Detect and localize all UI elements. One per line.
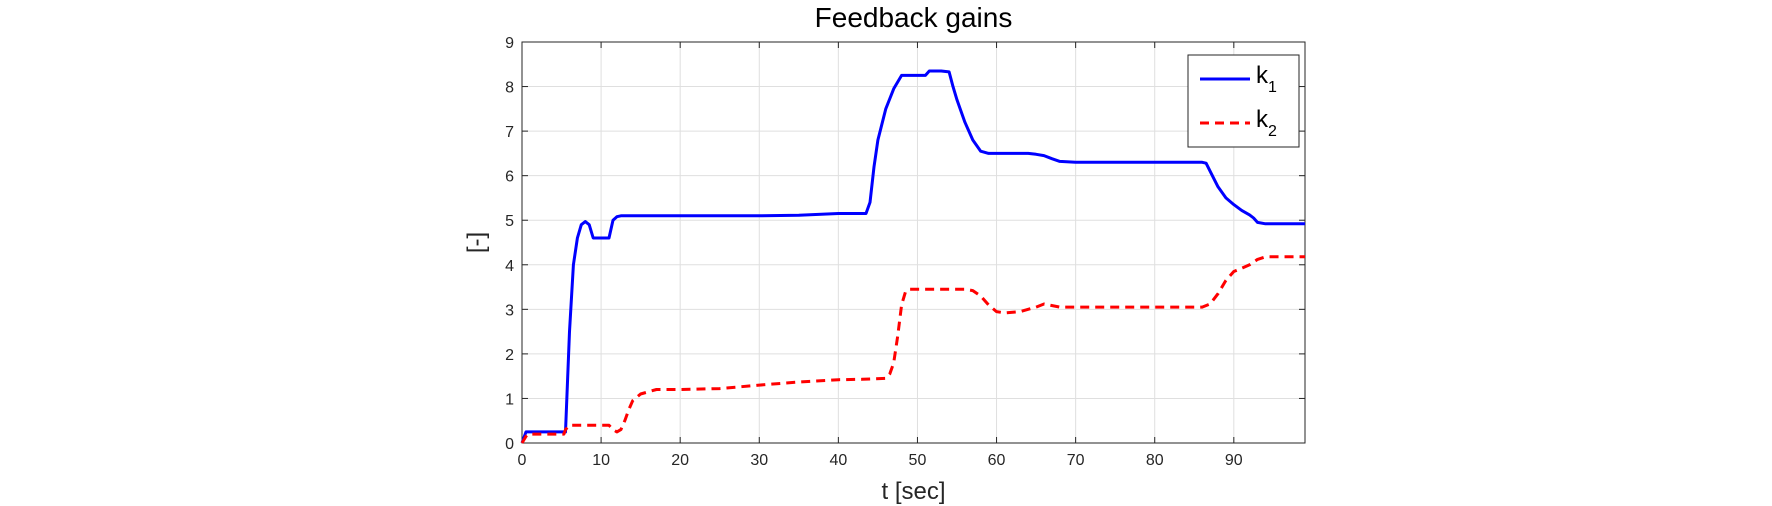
legend-label-main: k bbox=[1256, 106, 1269, 133]
x-tick-label: 80 bbox=[1146, 452, 1164, 469]
series-line-k2 bbox=[520, 255, 1305, 444]
plot-area bbox=[521, 41, 1306, 444]
y-tick-label: 1 bbox=[505, 391, 514, 408]
legend-label-main: k bbox=[1256, 62, 1269, 89]
legend-box bbox=[1187, 54, 1300, 148]
x-tick-label: 90 bbox=[1225, 452, 1243, 469]
chart-title: Feedback gains bbox=[815, 2, 1013, 33]
x-tick-label: 10 bbox=[592, 452, 610, 469]
series-layer bbox=[520, 69, 1305, 444]
y-tick-label: 3 bbox=[505, 302, 514, 319]
y-tick-label: 7 bbox=[505, 124, 514, 141]
x-tick-label: 20 bbox=[671, 452, 689, 469]
y-tick-label: 8 bbox=[505, 80, 514, 97]
y-tick-label: 9 bbox=[505, 35, 514, 52]
grid bbox=[522, 42, 1305, 443]
y-tick-label: 6 bbox=[505, 169, 514, 186]
y-tick-label: 2 bbox=[505, 347, 514, 364]
x-axis-label: t [sec] bbox=[881, 478, 945, 505]
y-tick-label: 5 bbox=[505, 213, 514, 230]
legend-label-subscript: 2 bbox=[1268, 123, 1277, 140]
x-tick-label: 0 bbox=[518, 452, 527, 469]
legend-label-subscript: 1 bbox=[1268, 79, 1277, 96]
axis-ticks: 0 10 20 30 40 50 60 70 80 90 0 1 2 3 4 5 6 7 8 9 bbox=[505, 35, 1305, 469]
x-tick-label: 70 bbox=[1067, 452, 1085, 469]
x-tick-label: 60 bbox=[988, 452, 1006, 469]
legend-label-k2: k2 bbox=[1256, 106, 1277, 140]
y-tick-label: 4 bbox=[505, 258, 514, 275]
x-tick-label: 30 bbox=[750, 452, 768, 469]
y-tick-label: 0 bbox=[505, 436, 514, 453]
legend-label-k1: k1 bbox=[1256, 62, 1277, 96]
series-line-k1 bbox=[520, 69, 1305, 444]
x-tick-label: 50 bbox=[909, 452, 927, 469]
y-axis-label: [-] bbox=[463, 232, 490, 253]
x-tick-label: 40 bbox=[829, 452, 847, 469]
